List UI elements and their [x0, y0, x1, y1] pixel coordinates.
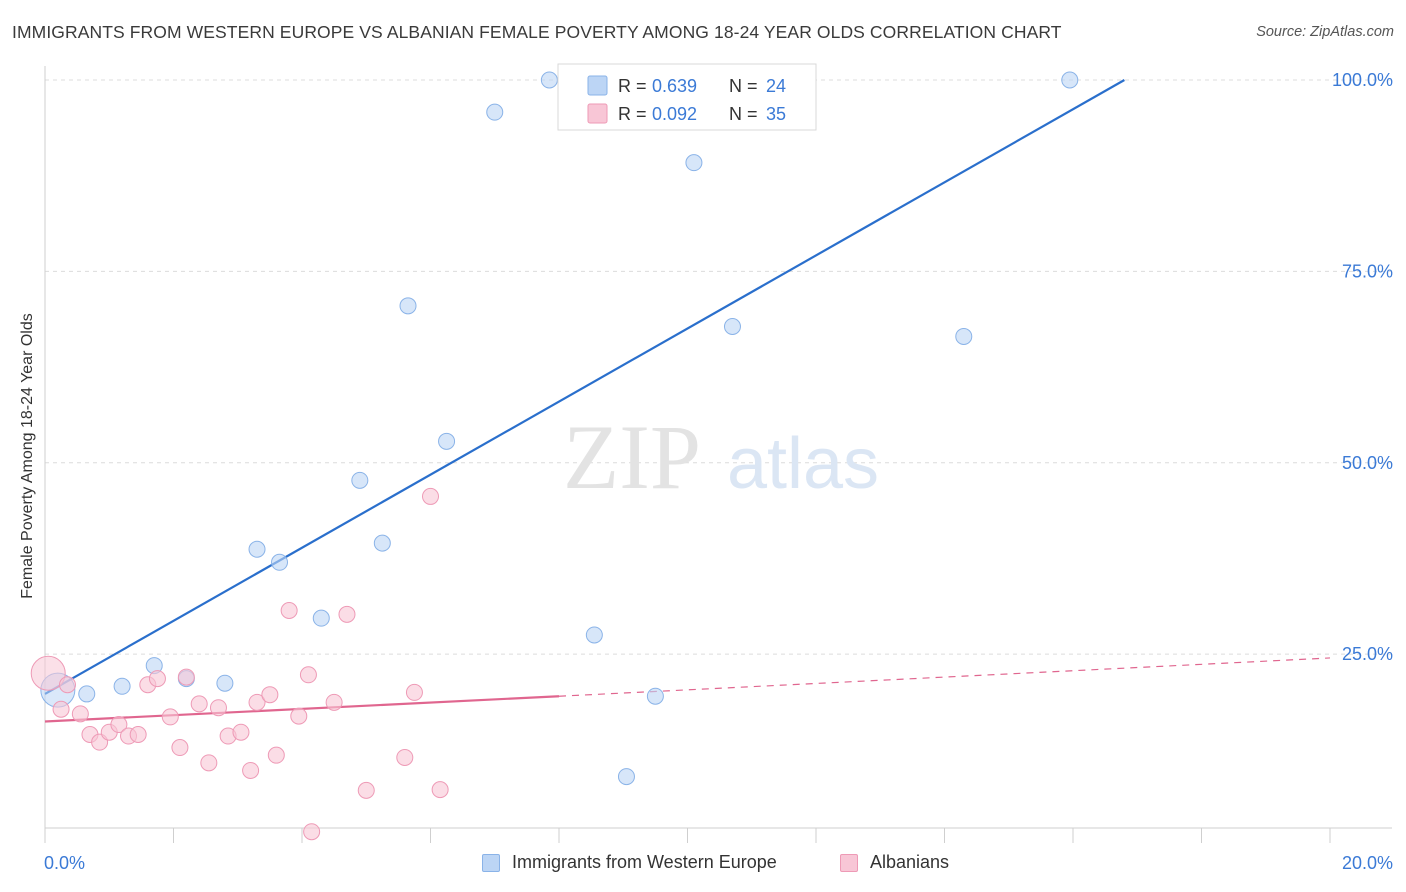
- pink-data-point: [209, 699, 227, 717]
- pink-trend-extension: [558, 657, 1331, 697]
- blue-data-point: [312, 609, 330, 627]
- pink-data-point: [338, 605, 356, 623]
- blue-data-point: [351, 471, 369, 489]
- legend-swatch-blue: [587, 75, 608, 96]
- blue-data-point: [685, 154, 703, 172]
- pink-data-point: [299, 666, 317, 684]
- blue-data-point: [399, 297, 417, 315]
- legend-swatch-pink: [840, 853, 858, 872]
- y-tick-label: 25.0%: [1342, 644, 1393, 664]
- pink-data-point: [248, 693, 266, 711]
- legend-swatch-blue: [482, 853, 500, 872]
- y-tick-label: 75.0%: [1342, 261, 1393, 281]
- legend-swatch-pink: [587, 103, 608, 124]
- legend-n-value: 24: [766, 76, 786, 96]
- grid-lines: [45, 79, 1392, 655]
- x-tick-label: 20.0%: [1342, 853, 1393, 873]
- pink-data-point: [232, 723, 250, 741]
- pink-data-point: [110, 716, 128, 734]
- pink-data-point: [200, 754, 218, 772]
- legend-n-value: 35: [766, 104, 786, 124]
- blue-data-point: [271, 553, 289, 571]
- pink-data-point: [431, 781, 449, 799]
- blue-data-point: [617, 768, 635, 786]
- pink-data-point: [58, 676, 76, 694]
- legend-r-label: R =: [618, 76, 647, 96]
- x-tick-label: 0.0%: [44, 853, 85, 873]
- pink-data-point: [405, 683, 423, 701]
- blue-data-point: [723, 317, 741, 335]
- legend-box: [557, 63, 817, 131]
- legend-r-value: 0.092: [652, 104, 697, 124]
- pink-data-point: [267, 746, 285, 764]
- data-points: [30, 71, 1079, 841]
- pink-data-point: [129, 726, 147, 744]
- pink-data-point: [280, 601, 298, 619]
- pink-data-point: [422, 487, 439, 505]
- pink-data-point: [171, 739, 189, 757]
- legend-r-value: 0.639: [652, 76, 697, 96]
- y-tick-label: 50.0%: [1342, 453, 1393, 473]
- blue-data-point: [248, 540, 266, 558]
- blue-data-point: [646, 687, 664, 705]
- blue-data-point: [78, 685, 96, 703]
- y-axis-label: Female Poverty Among 18-24 Year Olds: [19, 313, 36, 599]
- blue-data-point: [585, 626, 603, 644]
- legend-r-label: R =: [618, 104, 647, 124]
- blue-data-point: [540, 71, 558, 89]
- y-tick-label: 100.0%: [1332, 70, 1393, 90]
- legend-item-immigrants: Immigrants from Western Europe: [482, 852, 777, 873]
- legend-n-label: N =: [729, 76, 758, 96]
- tick-labels: 25.0% 50.0% 75.0% 100.0% 0.0% 20.0%: [44, 70, 1393, 873]
- pink-data-point: [303, 823, 321, 841]
- blue-data-point: [113, 677, 131, 695]
- chart-title: IMMIGRANTS FROM WESTERN EUROPE VS ALBANI…: [12, 22, 1062, 42]
- blue-data-point: [955, 327, 973, 345]
- pink-data-point: [177, 668, 195, 686]
- legend-label: Immigrants from Western Europe: [512, 852, 777, 872]
- pink-data-point: [261, 686, 279, 704]
- pink-data-point: [325, 693, 343, 711]
- pink-data-point: [148, 670, 166, 688]
- blue-data-point: [373, 534, 391, 552]
- legend-top: R = 0.639 N = 24 R = 0.092 N = 35: [557, 63, 817, 131]
- pink-data-point: [161, 708, 179, 726]
- legend-label: Albanians: [870, 852, 950, 872]
- watermark-zip: ZIP: [563, 406, 701, 508]
- legend-n-label: N =: [729, 104, 758, 124]
- trend-lines: [44, 79, 1331, 723]
- watermark: ZIP atlas: [563, 406, 879, 508]
- blue-data-point: [1061, 71, 1079, 89]
- pink-data-point: [30, 655, 66, 691]
- pink-data-point: [71, 705, 89, 723]
- legend-item-albanians: Albanians: [840, 852, 949, 873]
- blue-data-point: [216, 674, 234, 692]
- blue-trend-line: [44, 79, 1125, 695]
- pink-data-point: [290, 707, 308, 725]
- pink-data-point: [52, 700, 70, 718]
- pink-data-point: [396, 748, 414, 766]
- watermark-atlas: atlas: [727, 424, 879, 504]
- pink-data-point: [357, 781, 375, 799]
- blue-data-point: [486, 103, 504, 121]
- pink-data-point: [190, 695, 208, 713]
- source-label: Source: ZipAtlas.com: [1256, 24, 1394, 40]
- pink-data-point: [242, 761, 260, 779]
- blue-data-point: [438, 432, 456, 450]
- legend-bottom: Immigrants from Western Europe Albanians: [0, 852, 1406, 878]
